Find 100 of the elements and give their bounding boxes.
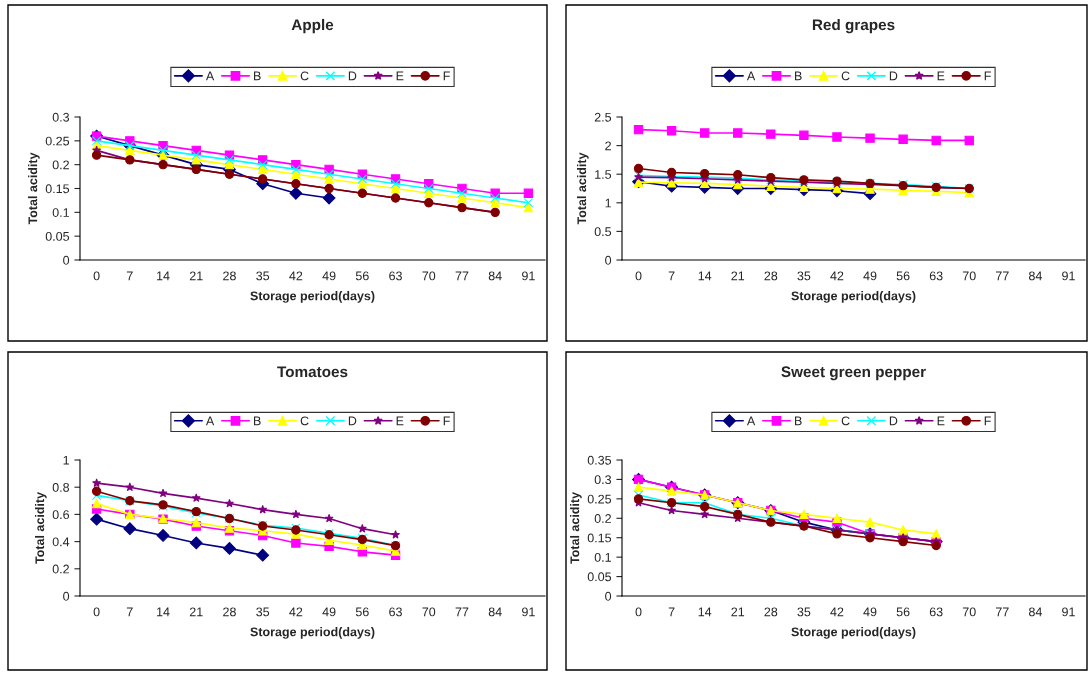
x-tick-label: 35 (256, 607, 270, 617)
legend-label: A (746, 416, 756, 426)
y-tick-label: 0.15 (587, 533, 612, 543)
legend-label: C (300, 71, 309, 81)
legend-label: D (889, 416, 898, 426)
legend-label: D (348, 71, 357, 81)
x-tick-label: 56 (896, 607, 910, 617)
y-tick-label: 0.05 (45, 231, 70, 241)
y-tick-label: 0.4 (52, 537, 70, 547)
legend-label: D (348, 416, 357, 426)
x-tick-label: 42 (830, 271, 844, 281)
x-tick-label: 91 (1062, 607, 1075, 617)
y-tick-label: 0.3 (52, 112, 70, 122)
x-tick-label: 7 (126, 271, 133, 281)
x-tick-label: 70 (422, 607, 436, 617)
x-tick-label: 21 (189, 271, 203, 281)
y-tick-label: 0.6 (52, 510, 70, 520)
y-axis-title: Total acidity (28, 152, 40, 225)
legend-label: A (205, 71, 215, 81)
y-tick-label: 0 (63, 255, 70, 265)
x-tick-label: 49 (863, 607, 877, 617)
legend-label: C (841, 416, 850, 426)
y-axis-title: Total acidity (35, 492, 47, 564)
chart-title: Red grapes (812, 18, 895, 34)
y-axis-title: Total acidity (570, 492, 582, 564)
x-tick-label: 14 (698, 271, 712, 281)
legend-label: A (205, 416, 215, 426)
x-tick-label: 63 (929, 607, 943, 617)
x-tick-label: 42 (289, 607, 303, 617)
legend-label: B (795, 71, 802, 81)
x-tick-label: 0 (93, 607, 100, 617)
x-tick-label: 77 (455, 607, 469, 617)
legend-label: E (937, 416, 945, 426)
x-tick-label: 77 (455, 271, 469, 281)
legend-label: D (889, 71, 898, 81)
y-tick-label: 0.25 (587, 494, 612, 504)
x-axis-title: Storage period(days) (791, 291, 916, 303)
y-tick-label: 0.25 (45, 136, 70, 146)
y-tick-label: 0 (605, 591, 612, 601)
x-tick-label: 21 (189, 607, 203, 617)
x-tick-label: 63 (389, 607, 402, 617)
x-tick-label: 7 (126, 607, 133, 617)
y-tick-label: 1.5 (595, 170, 612, 179)
legend-label: C (300, 416, 309, 426)
x-tick-label: 28 (223, 607, 236, 617)
x-tick-label: 91 (522, 607, 535, 617)
chart-title: Tomatoes (277, 366, 348, 378)
x-tick-label: 77 (996, 271, 1009, 281)
y-tick-label: 0.2 (594, 514, 611, 523)
legend-label: F (984, 71, 991, 81)
y-tick-label: 0.35 (587, 455, 612, 465)
y-tick-label: 0.05 (587, 572, 612, 582)
x-tick-label: 84 (1028, 607, 1042, 617)
x-tick-label: 84 (1028, 271, 1042, 281)
y-tick-label: 2 (605, 141, 611, 151)
y-tick-label: 0.1 (594, 552, 611, 562)
x-tick-label: 77 (996, 607, 1009, 617)
x-tick-label: 63 (389, 271, 402, 281)
chart-title: Sweet green pepper (781, 366, 926, 381)
x-tick-label: 14 (157, 607, 170, 617)
y-tick-label: 0 (605, 255, 612, 265)
legend-label: F (443, 416, 450, 426)
legend-label: E (937, 71, 945, 81)
y-tick-label: 0.2 (52, 564, 69, 574)
legend-label: E (396, 416, 404, 426)
y-tick-label: 0 (63, 591, 70, 601)
x-axis-title: Storage period(days) (250, 291, 375, 303)
y-tick-label: 0.5 (594, 227, 612, 237)
legend-label: F (443, 71, 450, 81)
legend-label: B (795, 416, 802, 426)
x-tick-label: 91 (1062, 271, 1075, 281)
x-tick-label: 7 (668, 271, 675, 281)
x-tick-label: 49 (322, 607, 336, 617)
y-tick-label: 0.2 (52, 160, 69, 170)
x-tick-label: 70 (962, 271, 976, 281)
x-tick-label: 91 (522, 271, 535, 281)
legend-label: E (396, 71, 404, 81)
x-tick-label: 84 (488, 271, 502, 281)
x-tick-label: 84 (488, 607, 502, 617)
legend-label: A (746, 71, 756, 81)
chart-title: Apple (291, 18, 334, 34)
legend-label: F (984, 416, 991, 426)
x-tick-label: 0 (635, 271, 642, 281)
x-tick-label: 70 (422, 271, 436, 281)
x-tick-label: 28 (764, 607, 778, 617)
x-axis-title: Storage period(days) (791, 627, 916, 639)
x-tick-label: 56 (896, 271, 910, 281)
x-tick-label: 56 (355, 607, 369, 617)
y-tick-label: 1 (63, 455, 69, 465)
y-tick-label: 2.5 (594, 112, 612, 122)
x-tick-label: 35 (797, 607, 811, 617)
legend-label: B (254, 416, 261, 426)
x-tick-label: 14 (698, 607, 712, 617)
x-tick-label: 63 (929, 271, 943, 281)
x-tick-label: 28 (223, 271, 236, 281)
legend-label: C (841, 71, 850, 81)
y-tick-label: 0.1 (52, 208, 69, 217)
x-tick-label: 42 (289, 271, 303, 281)
y-tick-label: 0.3 (594, 475, 612, 485)
x-tick-label: 35 (256, 271, 270, 281)
